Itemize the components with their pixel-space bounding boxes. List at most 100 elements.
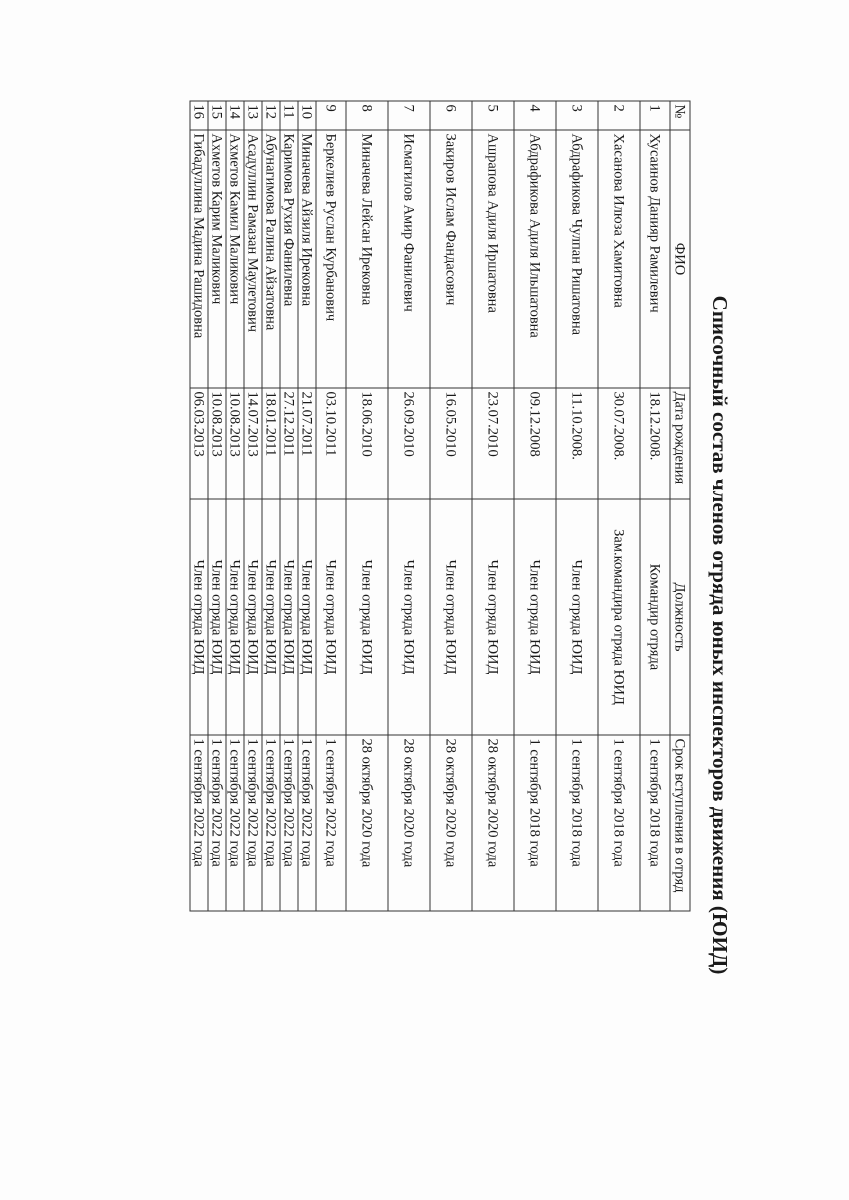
table-header-row: № ФИО Дата рождения Должность Срок вступ… (669, 100, 690, 911)
birth-date: 06.03.2013 (189, 387, 208, 499)
birth-date: 10.08.2013 (207, 387, 226, 499)
join-date: 1 сентября 2018 года (555, 734, 598, 911)
member-position: Член отряда ЮИД (387, 498, 430, 735)
birth-date: 30.07.2008. (597, 387, 640, 499)
join-date: 28 октября 2020 года (345, 734, 388, 911)
birth-date: 03.10.2011 (315, 387, 346, 499)
row-number: 16 (189, 100, 208, 130)
member-position: Член отряда ЮИД (471, 498, 514, 735)
member-position: Член отряда ЮИД (513, 498, 556, 735)
birth-date: 11.10.2008. (555, 387, 598, 499)
row-number: 5 (471, 100, 514, 130)
row-number: 1 (639, 100, 670, 130)
member-name: Асадуллин Рамазан Маулетович (243, 129, 262, 388)
member-name: Ахметов Карим Маликович (207, 129, 226, 388)
member-position: Член отряда ЮИД (555, 498, 598, 735)
table-row: 4 Абдрафикова Адиля Ильшатовна 09.12.2008 Ч… (513, 100, 556, 911)
row-number: 3 (555, 100, 598, 130)
header-join-date: Срок вступления в отряд (669, 734, 690, 911)
member-position: Член отряда ЮИД (429, 498, 472, 735)
member-name: Гибадуллина Мадина Рашидовна (189, 129, 208, 388)
row-number: 12 (261, 100, 280, 130)
table-row: 3 Абдрафикова Чулпан Ришатовна 11.10.2008.… (555, 100, 598, 911)
member-position: Член отряда ЮИД (297, 498, 316, 735)
join-date: 1 сентября 2022 года (207, 734, 226, 911)
birth-date: 09.12.2008 (513, 387, 556, 499)
table-row: 6 Закиров Ислам Фандасович 16.05.2010 Член … (429, 100, 472, 911)
table-row: 10 Миначева Айзиля Ирековна 21.07.2011 Член… (297, 100, 316, 911)
row-number: 9 (315, 100, 346, 130)
table-row: 13 Асадуллин Рамазан Маулетович 14.07.2013… (243, 100, 262, 911)
member-position: Член отряда ЮИД (189, 498, 208, 735)
row-number: 11 (279, 100, 298, 130)
member-name: Хасанова Илюза Хамитовна (597, 129, 640, 388)
table-row: 11 Каримова Рухия Фанилевна 27.12.2011 Член… (279, 100, 298, 911)
member-position: Член отряда ЮИД (279, 498, 298, 735)
row-number: 6 (429, 100, 472, 130)
member-name: Абунагимова Ралина Айзатовна (261, 129, 280, 388)
birth-date: 18.06.2010 (345, 387, 388, 499)
table-row: 9 Беркелиев Руслан Курбанович 03.10.2011 Чл… (315, 100, 346, 911)
table-row: 7 Исмагилов Амир Фанилевич 26.09.2010 Член … (387, 100, 430, 911)
table-row: 15 Ахметов Карим Маликович 10.08.2013 Член … (207, 100, 226, 911)
table-row: 5 Ашрапова Адиля Иршатовна 23.07.2010 Член … (471, 100, 514, 911)
birth-date: 18.01.2011 (261, 387, 280, 499)
table-row: 12 Абунагимова Ралина Айзатовна 18.01.2011… (261, 100, 280, 911)
member-name: Миначева Лейсан Ирековна (345, 129, 388, 388)
member-name: Закиров Ислам Фандасович (429, 129, 472, 388)
member-name: Каримова Рухия Фанилевна (279, 129, 298, 388)
member-position: Член отряда ЮИД (345, 498, 388, 735)
join-date: 1 сентября 2022 года (261, 734, 280, 911)
join-date: 1 сентября 2022 года (279, 734, 298, 911)
join-date: 1 сентября 2022 года (315, 734, 346, 911)
row-number: 10 (297, 100, 316, 130)
table-row: 16 Гибадуллина Мадина Рашидовна 06.03.2013… (189, 100, 208, 911)
member-name: Абдрафикова Адиля Ильшатовна (513, 129, 556, 388)
join-date: 1 сентября 2022 года (297, 734, 316, 911)
header-birth-date: Дата рождения (669, 387, 690, 499)
birth-date: 16.05.2010 (429, 387, 472, 499)
header-name: ФИО (669, 129, 690, 388)
birth-date: 23.07.2010 (471, 387, 514, 499)
birth-date: 26.09.2010 (387, 387, 430, 499)
table-row: 2 Хасанова Илюза Хамитовна 30.07.2008. Зам.… (597, 100, 640, 911)
join-date: 1 сентября 2022 года (243, 734, 262, 911)
member-name: Миначева Айзиля Ирековна (297, 129, 316, 388)
join-date: 28 октября 2020 года (471, 734, 514, 911)
document-title: Списочный состав членов отряда юных инсп… (708, 295, 732, 975)
row-number: 14 (225, 100, 244, 130)
join-date: 28 октября 2020 года (387, 734, 430, 911)
table-row: 8 Миначева Лейсан Ирековна 18.06.2010 Член … (345, 100, 388, 911)
member-name: Абдрафикова Чулпан Ришатовна (555, 129, 598, 388)
row-number: 8 (345, 100, 388, 130)
row-number: 15 (207, 100, 226, 130)
table-row: 1 Хусаинов Данияр Рамилевич 18.12.2008. Ком… (639, 100, 670, 911)
join-date: 28 октября 2020 года (429, 734, 472, 911)
row-number: 13 (243, 100, 262, 130)
birth-date: 27.12.2011 (279, 387, 298, 499)
birth-date: 10.08.2013 (225, 387, 244, 499)
join-date: 1 сентября 2018 года (513, 734, 556, 911)
members-table-container: № ФИО Дата рождения Должность Срок вступ… (189, 100, 690, 911)
birth-date: 21.07.2011 (297, 387, 316, 499)
member-name: Исмагилов Амир Фанилевич (387, 129, 430, 388)
member-position: Член отряда ЮИД (315, 498, 346, 735)
member-name: Беркелиев Руслан Курбанович (315, 129, 346, 388)
member-position: Командир отряда (639, 498, 670, 735)
members-table: № ФИО Дата рождения Должность Срок вступ… (189, 100, 690, 911)
birth-date: 18.12.2008. (639, 387, 670, 499)
member-name: Ашрапова Адиля Иршатовна (471, 129, 514, 388)
member-name: Хусаинов Данияр Рамилевич (639, 129, 670, 388)
header-position: Должность (669, 498, 690, 735)
member-name: Ахметов Камил Маликович (225, 129, 244, 388)
table-row: 14 Ахметов Камил Маликович 10.08.2013 Член … (225, 100, 244, 911)
header-number: № (669, 100, 690, 130)
join-date: 1 сентября 2022 года (189, 734, 208, 911)
member-position: Член отряда ЮИД (243, 498, 262, 735)
member-position: Член отряда ЮИД (207, 498, 226, 735)
join-date: 1 сентября 2022 года (225, 734, 244, 911)
member-position: Член отряда ЮИД (261, 498, 280, 735)
join-date: 1 сентября 2018 года (597, 734, 640, 911)
row-number: 2 (597, 100, 640, 130)
row-number: 7 (387, 100, 430, 130)
